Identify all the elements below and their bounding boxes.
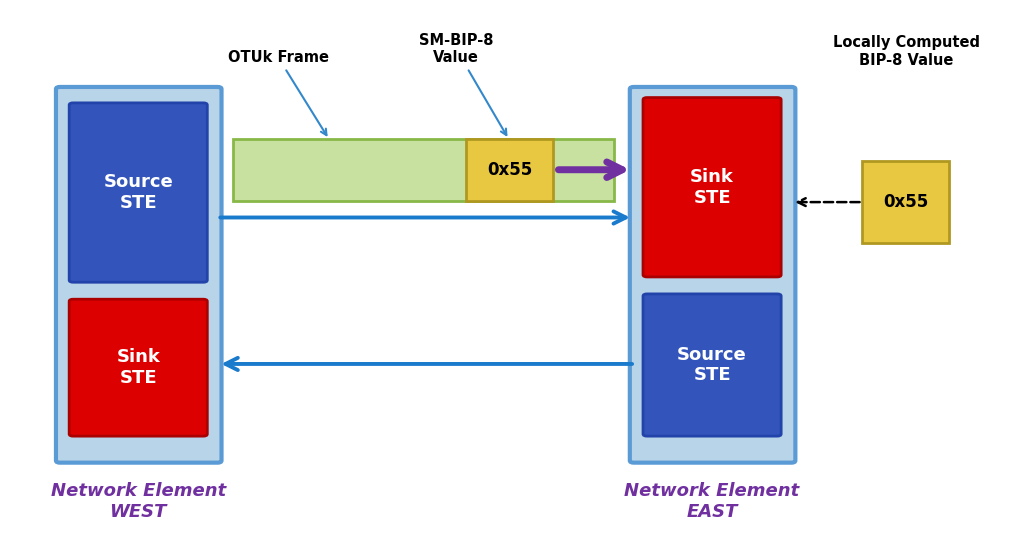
Text: Source
STE: Source STE xyxy=(677,345,746,384)
Text: SM-BIP-8
Value: SM-BIP-8 Value xyxy=(419,33,507,135)
FancyBboxPatch shape xyxy=(56,87,221,462)
Text: Source
STE: Source STE xyxy=(103,173,173,212)
FancyBboxPatch shape xyxy=(643,98,781,277)
FancyBboxPatch shape xyxy=(70,103,207,282)
Text: OTUk Frame: OTUk Frame xyxy=(228,50,329,135)
FancyBboxPatch shape xyxy=(643,294,781,436)
Bar xyxy=(232,140,613,201)
Text: 0x55: 0x55 xyxy=(486,161,532,179)
Text: Sink
STE: Sink STE xyxy=(690,168,734,206)
FancyBboxPatch shape xyxy=(630,87,796,462)
Text: 0x55: 0x55 xyxy=(883,193,928,211)
FancyBboxPatch shape xyxy=(70,299,207,436)
Text: Network Element
WEST: Network Element WEST xyxy=(50,482,226,521)
Text: Network Element
EAST: Network Element EAST xyxy=(625,482,800,521)
Bar xyxy=(862,161,949,243)
Bar xyxy=(466,140,553,201)
Text: Sink
STE: Sink STE xyxy=(117,348,160,387)
Text: Locally Computed
BIP-8 Value: Locally Computed BIP-8 Value xyxy=(833,36,980,68)
